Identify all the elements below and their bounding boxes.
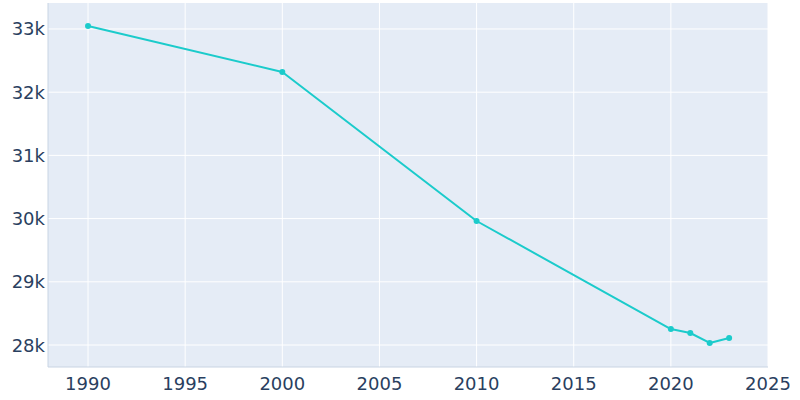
- x-tick-label: 2020: [648, 373, 694, 394]
- data-point: [85, 23, 91, 29]
- y-tick-label: 29k: [12, 271, 46, 292]
- chart-svg: 1990 1995 2000 2005 2010 2015 2020 2025 28k 29k 30…: [0, 0, 800, 400]
- data-point: [687, 330, 693, 336]
- x-grid-line: [670, 3, 671, 367]
- x-tick-label: 2005: [357, 373, 403, 394]
- y-grid-line: [48, 281, 768, 282]
- x-grid-line: [185, 3, 186, 367]
- y-tick-label: 33k: [12, 18, 46, 39]
- data-point: [707, 340, 713, 346]
- data-point: [726, 335, 732, 341]
- y-tick-label: 28k: [12, 335, 46, 356]
- x-grid-line: [88, 3, 89, 367]
- y-tick-label: 30k: [12, 208, 46, 229]
- x-tick-label: 1990: [65, 373, 111, 394]
- x-grid-line: [768, 3, 769, 367]
- chart-container: 1990 1995 2000 2005 2010 2015 2020 2025 28k 29k 30…: [0, 0, 800, 400]
- x-tick-label: 2025: [745, 373, 791, 394]
- y-grid-line: [48, 28, 768, 29]
- y-grid-line: [48, 218, 768, 219]
- x-grid-line: [379, 3, 380, 367]
- x-grid-line: [476, 3, 477, 367]
- x-tick-label: 2010: [454, 373, 500, 394]
- x-axis-line: [48, 367, 768, 368]
- data-line: [88, 26, 729, 343]
- x-tick-label: 2000: [259, 373, 305, 394]
- data-point: [474, 218, 480, 224]
- x-tick-label: 1995: [162, 373, 208, 394]
- y-grid-line: [48, 92, 768, 93]
- data-point: [668, 326, 674, 332]
- y-tick-label: 32k: [12, 82, 46, 103]
- y-grid-line: [48, 155, 768, 156]
- x-grid-line: [282, 3, 283, 367]
- x-tick-label: 2015: [551, 373, 597, 394]
- x-grid-line: [573, 3, 574, 367]
- plot-background: [48, 3, 768, 367]
- y-axis-line: [48, 3, 49, 367]
- data-point: [279, 69, 285, 75]
- y-grid-line: [48, 345, 768, 346]
- y-tick-label: 31k: [12, 145, 46, 166]
- series-group: [85, 23, 732, 346]
